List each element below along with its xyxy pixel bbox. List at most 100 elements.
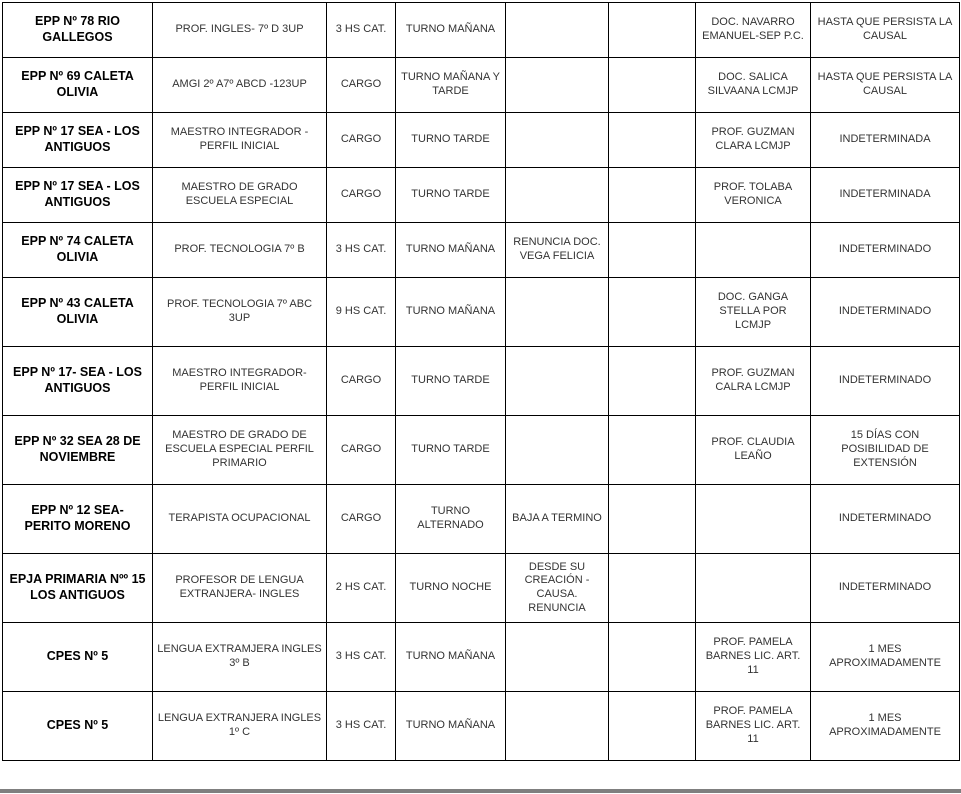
cell-shift: TURNO MAÑANA xyxy=(395,691,506,761)
page-bottom-divider xyxy=(0,789,961,793)
cell-reason xyxy=(505,346,609,416)
cell-duration: INDETERMINADA xyxy=(810,167,960,223)
cell-extra xyxy=(608,112,696,168)
cell-school: EPP Nº 74 CALETA OLIVIA xyxy=(2,222,153,278)
cell-extra xyxy=(608,57,696,113)
table-row: EPP Nº 69 CALETA OLIVIA AMGI 2º A7º ABCD … xyxy=(2,57,960,113)
cell-shift: TURNO MAÑANA xyxy=(395,277,506,347)
cell-hours: 2 HS CAT. xyxy=(326,553,396,623)
cell-shift: TURNO NOCHE xyxy=(395,553,506,623)
table-row: EPP Nº 74 CALETA OLIVIA PROF. TECNOLOGIA … xyxy=(2,222,960,278)
cell-teacher: PROF. GUZMAN CLARA LCMJP xyxy=(695,112,811,168)
cell-position: MAESTRO DE GRADO DE ESCUELA ESPECIAL PER… xyxy=(152,415,327,485)
cell-teacher: DOC. GANGA STELLA POR LCMJP xyxy=(695,277,811,347)
cell-teacher xyxy=(695,553,811,623)
cell-hours: 3 HS CAT. xyxy=(326,222,396,278)
table-row: EPP Nº 32 SEA 28 DE NOVIEMBRE MAESTRO DE … xyxy=(2,415,960,485)
cell-shift: TURNO TARDE xyxy=(395,167,506,223)
cell-extra xyxy=(608,622,696,692)
cell-hours: CARGO xyxy=(326,167,396,223)
table-row: EPP Nº 43 CALETA OLIVIA PROF. TECNOLOGIA … xyxy=(2,277,960,347)
cell-shift: TURNO TARDE xyxy=(395,415,506,485)
cell-shift: TURNO MAÑANA xyxy=(395,222,506,278)
cell-shift: TURNO TARDE xyxy=(395,346,506,416)
cell-position: PROF. TECNOLOGIA 7º ABC 3UP xyxy=(152,277,327,347)
cell-reason xyxy=(505,415,609,485)
cell-shift: TURNO MAÑANA xyxy=(395,622,506,692)
assignments-table: EPP Nº 78 RIO GALLEGOS PROF. INGLES- 7º D… xyxy=(2,2,960,761)
cell-duration: 15 DÍAS CON POSIBILIDAD DE EXTENSIÓN xyxy=(810,415,960,485)
cell-duration: INDETERMINADO xyxy=(810,346,960,416)
cell-position: MAESTRO DE GRADO ESCUELA ESPECIAL xyxy=(152,167,327,223)
cell-teacher xyxy=(695,222,811,278)
cell-shift: TURNO TARDE xyxy=(395,112,506,168)
cell-hours: CARGO xyxy=(326,346,396,416)
cell-position: PROFESOR DE LENGUA EXTRANJERA- INGLES xyxy=(152,553,327,623)
assignments-table-body: EPP Nº 78 RIO GALLEGOS PROF. INGLES- 7º D… xyxy=(2,2,960,761)
cell-hours: 3 HS CAT. xyxy=(326,2,396,58)
cell-school: EPP Nº 78 RIO GALLEGOS xyxy=(2,2,153,58)
cell-shift: TURNO MAÑANA Y TARDE xyxy=(395,57,506,113)
cell-shift: TURNO ALTERNADO xyxy=(395,484,506,554)
cell-shift: TURNO MAÑANA xyxy=(395,2,506,58)
cell-hours: CARGO xyxy=(326,415,396,485)
cell-extra xyxy=(608,346,696,416)
cell-teacher: PROF. TOLABA VERONICA xyxy=(695,167,811,223)
cell-reason: DESDE SU CREACIÓN - CAUSA. RENUNCIA xyxy=(505,553,609,623)
cell-position: LENGUA EXTRANJERA INGLES 1º C xyxy=(152,691,327,761)
cell-duration: INDETERMINADO xyxy=(810,277,960,347)
cell-extra xyxy=(608,277,696,347)
cell-hours: CARGO xyxy=(326,57,396,113)
cell-extra xyxy=(608,222,696,278)
cell-hours: CARGO xyxy=(326,484,396,554)
cell-duration: INDETERMINADO xyxy=(810,484,960,554)
cell-teacher: DOC. NAVARRO EMANUEL-SEP P.C. xyxy=(695,2,811,58)
cell-school: EPP Nº 17 SEA - LOS ANTIGUOS xyxy=(2,112,153,168)
cell-teacher: DOC. SALICA SILVAANA LCMJP xyxy=(695,57,811,113)
cell-school: EPP Nº 43 CALETA OLIVIA xyxy=(2,277,153,347)
cell-reason: BAJA A TERMINO xyxy=(505,484,609,554)
cell-extra xyxy=(608,415,696,485)
cell-hours: 3 HS CAT. xyxy=(326,622,396,692)
table-row: EPP Nº 17 SEA - LOS ANTIGUOS MAESTRO INTE… xyxy=(2,112,960,168)
cell-position: PROF. TECNOLOGIA 7º B xyxy=(152,222,327,278)
cell-position: LENGUA EXTRAMJERA INGLES 3º B xyxy=(152,622,327,692)
cell-extra xyxy=(608,484,696,554)
cell-duration: 1 MES APROXIMADAMENTE xyxy=(810,691,960,761)
cell-school: EPP Nº 17- SEA - LOS ANTIGUOS xyxy=(2,346,153,416)
cell-teacher: PROF. GUZMAN CALRA LCMJP xyxy=(695,346,811,416)
cell-reason xyxy=(505,2,609,58)
cell-position: AMGI 2º A7º ABCD -123UP xyxy=(152,57,327,113)
cell-school: EPP Nº 32 SEA 28 DE NOVIEMBRE xyxy=(2,415,153,485)
cell-hours: 3 HS CAT. xyxy=(326,691,396,761)
table-row: EPP Nº 17- SEA - LOS ANTIGUOS MAESTRO INT… xyxy=(2,346,960,416)
cell-reason xyxy=(505,167,609,223)
cell-school: EPP Nº 17 SEA - LOS ANTIGUOS xyxy=(2,167,153,223)
cell-position: MAESTRO INTEGRADOR - PERFIL INICIAL xyxy=(152,112,327,168)
cell-teacher: PROF. CLAUDIA LEAÑO xyxy=(695,415,811,485)
cell-hours: CARGO xyxy=(326,112,396,168)
cell-teacher: PROF. PAMELA BARNES LIC. ART. 11 xyxy=(695,622,811,692)
cell-school: CPES Nº 5 xyxy=(2,691,153,761)
cell-teacher: PROF. PAMELA BARNES LIC. ART. 11 xyxy=(695,691,811,761)
cell-extra xyxy=(608,167,696,223)
cell-school: EPP Nº 12 SEA- PERITO MORENO xyxy=(2,484,153,554)
cell-duration: 1 MES APROXIMADAMENTE xyxy=(810,622,960,692)
cell-duration: INDETERMINADA xyxy=(810,112,960,168)
cell-extra xyxy=(608,553,696,623)
cell-reason xyxy=(505,622,609,692)
cell-reason xyxy=(505,691,609,761)
cell-school: CPES Nº 5 xyxy=(2,622,153,692)
cell-extra xyxy=(608,2,696,58)
cell-position: PROF. INGLES- 7º D 3UP xyxy=(152,2,327,58)
cell-reason xyxy=(505,112,609,168)
cell-extra xyxy=(608,691,696,761)
cell-reason xyxy=(505,277,609,347)
cell-duration: INDETERMINADO xyxy=(810,222,960,278)
table-row: EPP Nº 12 SEA- PERITO MORENO TERAPISTA OC… xyxy=(2,484,960,554)
cell-duration: INDETERMINADO xyxy=(810,553,960,623)
cell-duration: HASTA QUE PERSISTA LA CAUSAL xyxy=(810,57,960,113)
table-row: EPP Nº 78 RIO GALLEGOS PROF. INGLES- 7º D… xyxy=(2,2,960,58)
